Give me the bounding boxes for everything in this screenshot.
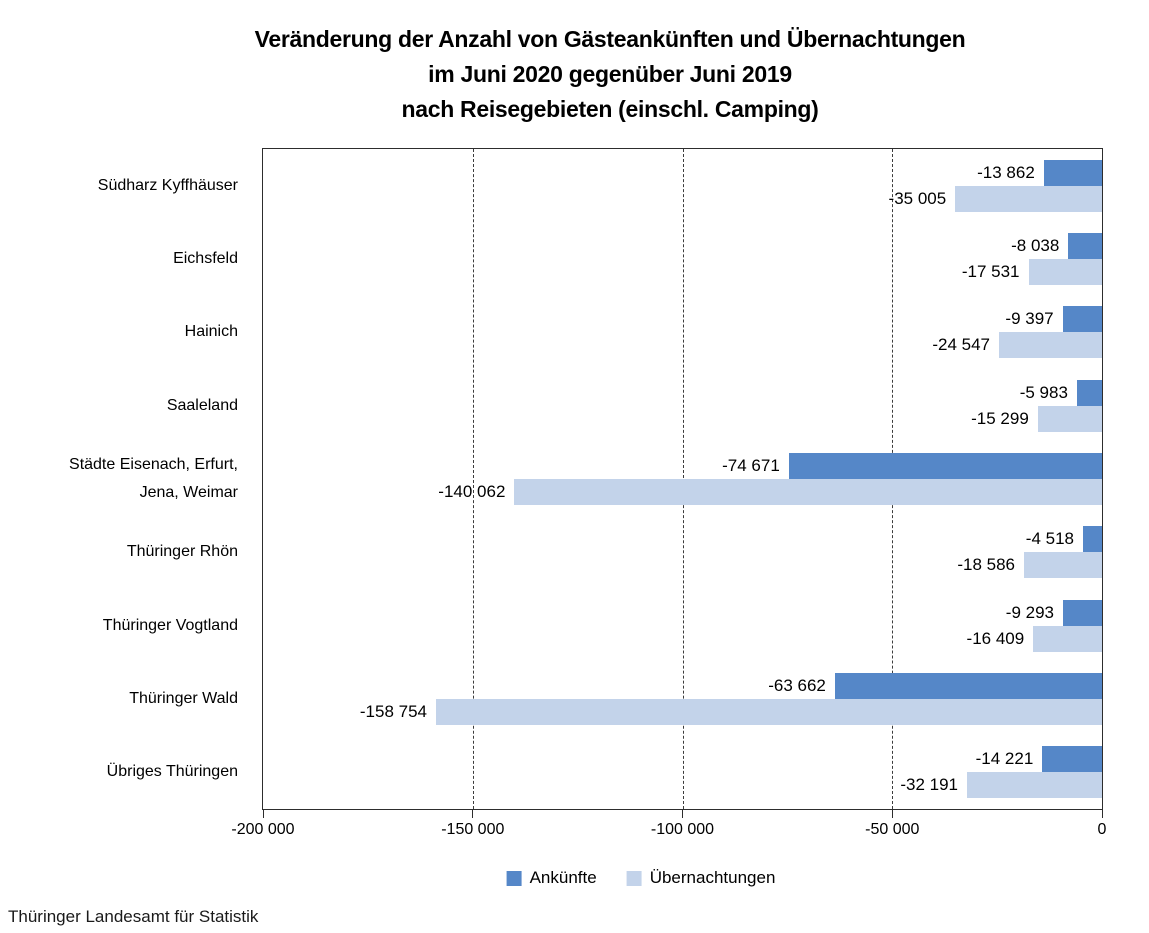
ankuenfte-bar <box>1062 306 1102 333</box>
chart-title-line2: im Juni 2020 gegenüber Juni 2019 <box>428 61 792 87</box>
category-label: Hainich <box>184 323 238 341</box>
value-label: -158 754 <box>359 702 427 721</box>
footer-source: Thüringer Landesamt für Statistik <box>8 907 259 926</box>
category-label: Eichsfeld <box>173 250 238 267</box>
value-label: -4 518 <box>1025 529 1074 549</box>
legend-swatch-uebernachtungen <box>626 870 642 886</box>
plot-area: -13 862 -8 038 -9 397 -5 983 -74 671 -4 518 -9… <box>262 148 1103 810</box>
ankuenfte-bar <box>1083 526 1102 553</box>
uebernachtungen-bar <box>1028 259 1102 285</box>
value-label: -18 586 <box>957 555 1015 575</box>
legend-item-ankuenfte: Ankünfte <box>506 868 597 888</box>
uebernachtungen-bar <box>514 479 1102 505</box>
ankuenfte-bar <box>1043 159 1102 186</box>
x-tick <box>472 810 474 818</box>
value-label: -140 062 <box>438 482 506 501</box>
ankuenfte-bar <box>1042 746 1102 773</box>
category-label: Übriges Thüringen <box>106 763 238 781</box>
value-label: -17 531 <box>961 262 1020 281</box>
chart-title-line3: nach Reisegebieten (einschl. Camping) <box>401 96 819 122</box>
category-label: Saaleland <box>166 396 238 414</box>
legend: Ankünfte Übernachtungen <box>506 868 776 888</box>
value-label: -24 547 <box>932 335 990 355</box>
value-label: -5 983 <box>1019 382 1068 402</box>
x-tick-label: -100 000 <box>650 821 715 838</box>
x-tick-label: -200 000 <box>231 821 295 838</box>
category-label: Thüringer Wald <box>129 690 238 707</box>
legend-label-ankuenfte: Ankünfte <box>529 868 597 887</box>
value-label: -32 191 <box>900 775 958 795</box>
x-tick <box>682 810 683 818</box>
gridline <box>472 149 474 809</box>
value-label: -14 221 <box>975 749 1034 769</box>
uebernachtungen-bar <box>1037 405 1102 432</box>
value-label: -63 662 <box>768 676 826 695</box>
chart-title-line1: Veränderung der Anzahl von Gästeankünfte… <box>254 26 966 52</box>
chart-title: Veränderung der Anzahl von Gästeankünfte… <box>255 22 966 127</box>
ankuenfte-bar <box>1068 233 1102 259</box>
legend-swatch-ankuenfte <box>506 870 522 886</box>
uebernachtungen-bar <box>955 185 1102 212</box>
ankuenfte-bar <box>788 453 1102 479</box>
legend-label-uebernachtungen: Übernachtungen <box>649 868 776 887</box>
value-label: -35 005 <box>888 188 947 208</box>
uebernachtungen-bar <box>1024 552 1102 579</box>
x-tick <box>262 810 264 818</box>
category-label: Thüringer Rhön <box>126 543 238 561</box>
uebernachtungen-bar <box>967 772 1102 799</box>
uebernachtungen-bar <box>999 332 1102 359</box>
x-tick-label: -50 000 <box>865 821 920 838</box>
value-label: -9 293 <box>1005 602 1054 622</box>
x-tick <box>891 810 893 818</box>
x-tick-label: -150 000 <box>441 821 505 838</box>
category-label: Thüringer Vogtland <box>102 616 238 634</box>
legend-item-uebernachtungen: Übernachtungen <box>626 868 776 888</box>
ankuenfte-bar <box>1063 599 1102 626</box>
uebernachtungen-bar <box>1033 625 1102 652</box>
value-label: -9 397 <box>1005 309 1054 329</box>
category-label: Südharz Kyffhäuser <box>97 176 238 194</box>
value-label: -15 299 <box>971 408 1029 428</box>
category-label: Städte Eisenach, Erfurt, Jena, Weimar <box>69 456 238 501</box>
uebernachtungen-bar <box>436 699 1102 725</box>
ankuenfte-bar <box>834 673 1102 699</box>
value-label: -16 409 <box>966 628 1025 648</box>
x-tick <box>1101 810 1103 818</box>
value-label: -74 671 <box>722 456 780 475</box>
value-label: -13 862 <box>977 162 1035 182</box>
value-label: -8 038 <box>1011 236 1060 255</box>
ankuenfte-bar <box>1076 379 1102 406</box>
x-tick-label: 0 <box>1097 821 1107 838</box>
